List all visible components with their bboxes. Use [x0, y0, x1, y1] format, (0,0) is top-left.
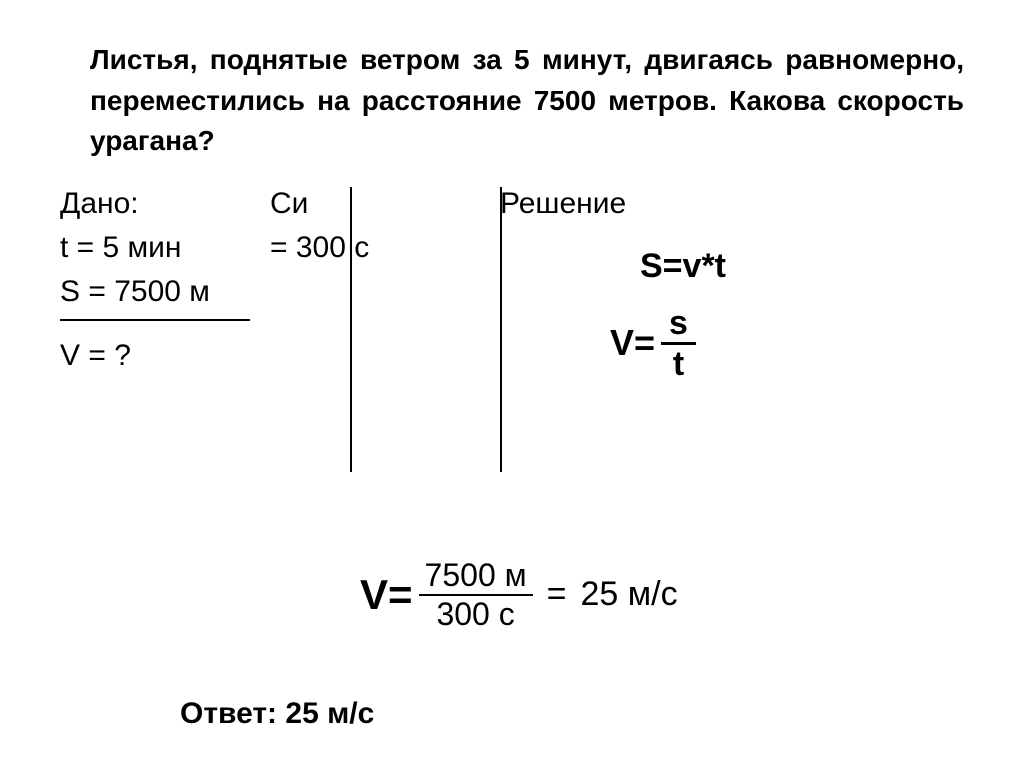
calc-equals: =: [547, 575, 567, 614]
calculation-line: V= 7500 м 300 с = 25 м/с: [360, 557, 678, 633]
calc-result: 25 м/с: [580, 575, 677, 614]
velocity-denominator: t: [665, 345, 692, 381]
given-row-s: S = 7500 м: [60, 275, 964, 309]
work-area: Дано: Си Решение t = 5 мин = 300 с S = 7…: [60, 187, 964, 373]
s-value: S = 7500 м: [60, 275, 270, 309]
t-si: = 300 с: [270, 231, 500, 265]
heading-given: Дано:: [60, 187, 270, 221]
calc-numerator: 7500 м: [419, 557, 533, 594]
calc-fraction: 7500 м 300 с: [419, 557, 533, 633]
velocity-fraction: s t: [661, 306, 696, 381]
given-row-t: t = 5 мин = 300 с: [60, 231, 964, 265]
problem-statement: Листья, поднятые ветром за 5 минут, двиг…: [60, 40, 964, 162]
heading-si: Си: [270, 187, 500, 221]
calc-denominator: 300 с: [430, 596, 520, 633]
velocity-lhs: V=: [610, 322, 661, 364]
given-data: t = 5 мин = 300 с S = 7500 м V = ?: [60, 231, 964, 373]
formula-block: S=v*t V= s t: [610, 247, 726, 381]
find-row: V = ?: [60, 339, 964, 373]
heading-solution: Решение: [500, 187, 626, 221]
column-headings: Дано: Си Решение: [60, 187, 964, 221]
physics-problem-slide: Листья, поднятые ветром за 5 минут, двиг…: [0, 0, 1024, 768]
formula-distance: S=v*t: [610, 247, 726, 286]
calc-lhs: V=: [360, 571, 413, 619]
find-value: V = ?: [60, 339, 270, 373]
given-separator-line: [60, 319, 250, 321]
t-value: t = 5 мин: [60, 231, 270, 265]
answer-line: Ответ: 25 м/с: [180, 697, 374, 731]
formula-velocity: V= s t: [610, 306, 726, 381]
velocity-numerator: s: [661, 306, 696, 342]
